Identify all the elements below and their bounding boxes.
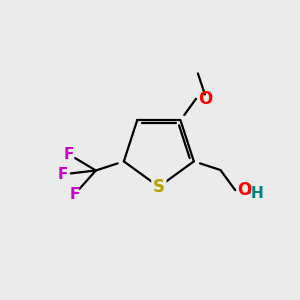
Text: S: S [153, 178, 165, 196]
Text: O: O [237, 181, 251, 199]
Text: F: F [58, 167, 68, 182]
Text: F: F [69, 187, 80, 202]
Text: O: O [198, 90, 212, 108]
Text: F: F [63, 146, 74, 161]
Text: H: H [250, 186, 263, 201]
